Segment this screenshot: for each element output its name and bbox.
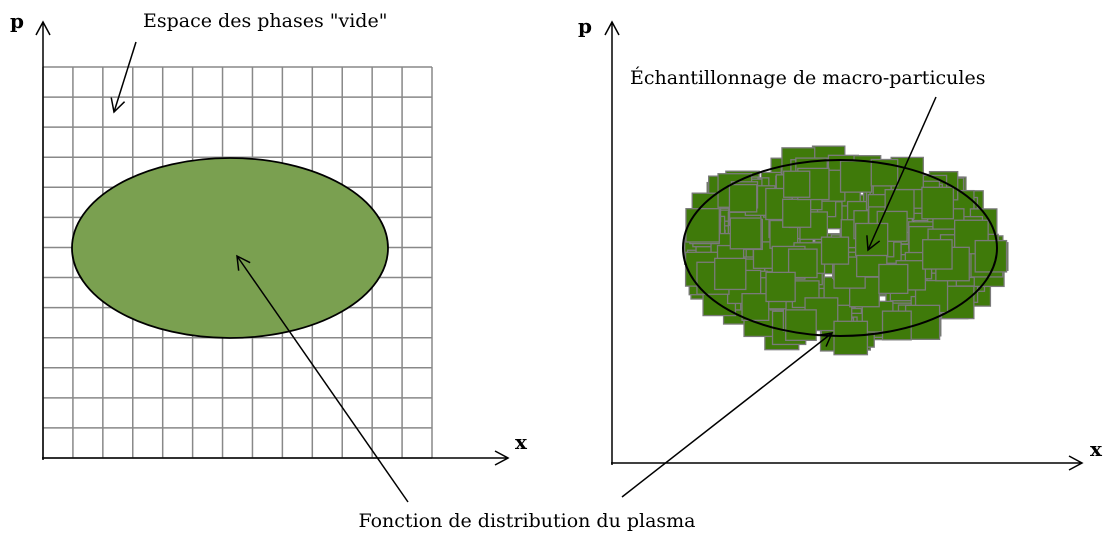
arrow bbox=[110, 41, 137, 114]
y-axis-label: p bbox=[578, 14, 592, 38]
x-axis-label: x bbox=[515, 430, 528, 454]
particle bbox=[741, 292, 770, 322]
particle bbox=[714, 257, 747, 291]
caption: Fonction de distribution du plasma bbox=[358, 510, 695, 532]
particle bbox=[820, 236, 850, 265]
distribution-ellipse bbox=[71, 157, 389, 339]
distribution-outline bbox=[682, 159, 998, 337]
y-axis-label: p bbox=[10, 9, 24, 33]
annotation: Espace des phases "vide" bbox=[143, 10, 387, 32]
particle bbox=[729, 217, 762, 250]
macro-particles bbox=[684, 145, 1009, 356]
particle bbox=[974, 239, 1008, 273]
x-axis-label: x bbox=[1090, 437, 1103, 461]
particle bbox=[765, 271, 796, 303]
particle bbox=[783, 170, 811, 198]
particle bbox=[785, 309, 817, 342]
arrow bbox=[621, 332, 834, 498]
particle bbox=[922, 239, 953, 270]
particle bbox=[685, 208, 720, 243]
particle bbox=[728, 183, 758, 213]
particle bbox=[833, 320, 869, 356]
arrow bbox=[866, 96, 937, 252]
annotation: Échantillonnage de macro-particules bbox=[630, 66, 985, 89]
arrow bbox=[236, 254, 409, 503]
particle bbox=[878, 263, 909, 295]
particle bbox=[881, 310, 912, 341]
particle bbox=[839, 160, 873, 193]
particle bbox=[855, 222, 889, 257]
particle bbox=[782, 198, 812, 228]
particle bbox=[921, 186, 955, 220]
